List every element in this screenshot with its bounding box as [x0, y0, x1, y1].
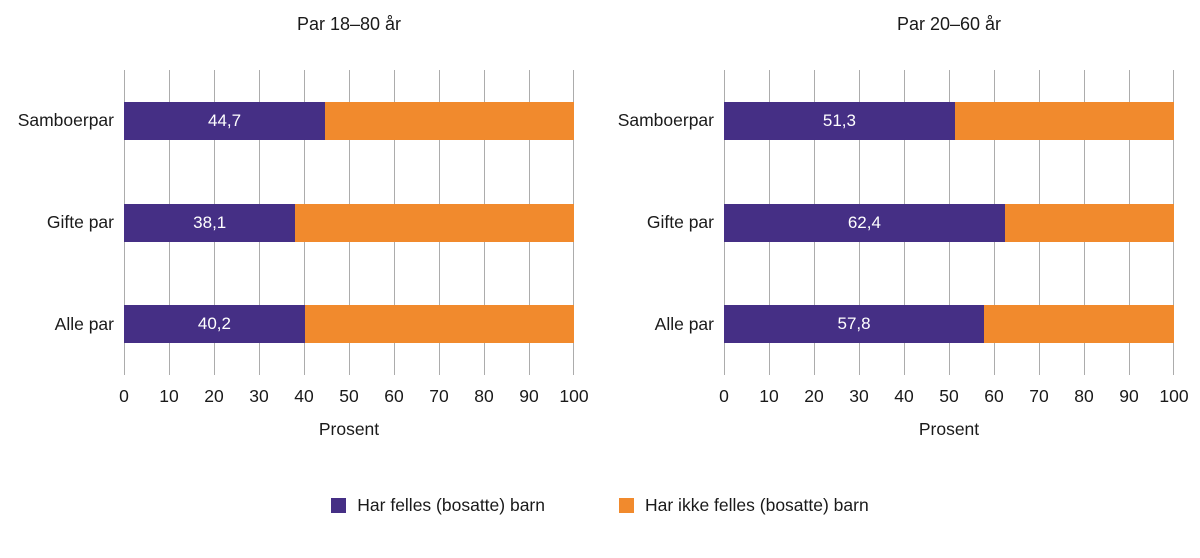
- plot-area: 44,7 38,1 40,2: [123, 70, 574, 375]
- legend-label: Har felles (bosatte) barn: [357, 495, 545, 515]
- x-tick-label: 40: [294, 386, 314, 406]
- legend-label: Har ikke felles (bosatte) barn: [645, 495, 869, 515]
- bar-segment-ikke-felles: [325, 101, 574, 140]
- x-tick-label: 80: [1074, 386, 1094, 406]
- chart-title: Par 20–60 år: [896, 14, 1002, 34]
- xlabel-spacer: [6, 413, 124, 443]
- x-tick-label: 30: [249, 386, 269, 406]
- bar-row: 40,2: [124, 273, 574, 375]
- category-label: Alle par: [54, 313, 114, 334]
- bar-segment-felles: 51,3: [724, 101, 955, 140]
- bar-segment-ikke-felles: [954, 101, 1174, 140]
- title-row: Par 20–60 år: [606, 2, 1174, 70]
- bar-value-label: 38,1: [193, 212, 227, 232]
- plot-row: Samboerpar Gifte par Alle par 44,7 38,1 40,2: [6, 70, 574, 375]
- x-tick-label: 50: [939, 386, 959, 406]
- bar-segment-ikke-felles: [304, 305, 574, 344]
- x-tick-label: 40: [894, 386, 914, 406]
- chart-title: Par 18–80 år: [296, 14, 402, 34]
- stacked-bar: 57,8: [724, 305, 1174, 344]
- bar-row: 38,1: [124, 172, 574, 274]
- x-axis-ticks: 0 10 20 30 40 50 60 70 80 90 100: [719, 375, 1188, 411]
- legend: Har felles (bosatte) barn Har ikke felle…: [0, 495, 1200, 516]
- x-tick-label: 0: [119, 386, 129, 406]
- x-tick-label: 60: [984, 386, 1004, 406]
- chart-par-18-80: Par 18–80 år Samboerpar Gifte par Alle par…: [0, 2, 600, 443]
- ticks-spacer: [606, 375, 724, 411]
- title-row: Par 18–80 år: [6, 2, 574, 70]
- x-tick-label: 60: [384, 386, 404, 406]
- xlabel-row: Prosent: [606, 413, 1174, 443]
- plot-row: Samboerpar Gifte par Alle par 51,3 62,4 57,8: [606, 70, 1174, 375]
- stacked-bar: 38,1: [124, 203, 574, 242]
- category-label: Samboerpar: [17, 110, 114, 131]
- bar-row: 51,3: [724, 70, 1174, 172]
- x-tick-label: 90: [519, 386, 539, 406]
- category-axis: Samboerpar Gifte par Alle par: [606, 70, 724, 375]
- x-tick-label: 20: [204, 386, 224, 406]
- bar-row: 57,8: [724, 273, 1174, 375]
- x-axis-label: Prosent: [918, 419, 980, 439]
- bar-value-label: 62,4: [847, 212, 881, 232]
- x-tick-label: 10: [159, 386, 179, 406]
- bar-segment-felles: 57,8: [724, 305, 985, 344]
- x-tick-label: 80: [474, 386, 494, 406]
- bar-row: 44,7: [124, 70, 574, 172]
- category-label: Gifte par: [646, 212, 714, 232]
- xlabel-spacer: [606, 413, 724, 443]
- legend-item-felles: Har felles (bosatte) barn: [331, 495, 545, 516]
- legend-swatch-purple: [331, 498, 347, 513]
- title-spacer: [6, 2, 124, 70]
- ticks-spacer: [6, 375, 124, 411]
- category-label: Alle par: [654, 313, 714, 334]
- ticks-row: 0 10 20 30 40 50 60 70 80 90 100: [606, 375, 1188, 411]
- bar-row: 62,4: [724, 172, 1174, 274]
- category-label: Gifte par: [46, 212, 114, 232]
- stacked-bar: 51,3: [724, 101, 1174, 140]
- bar-segment-felles: 38,1: [124, 203, 296, 242]
- bar-value-label: 40,2: [197, 314, 231, 334]
- xlabel-row: Prosent: [6, 413, 574, 443]
- bar-segment-felles: 62,4: [724, 203, 1005, 242]
- charts-container: Par 18–80 år Samboerpar Gifte par Alle par…: [0, 2, 1200, 443]
- category-label: Samboerpar: [617, 110, 714, 131]
- legend-item-ikke-felles: Har ikke felles (bosatte) barn: [619, 495, 869, 516]
- bar-value-label: 44,7: [208, 110, 242, 130]
- bar-segment-ikke-felles: [1004, 203, 1174, 242]
- ticks-row: 0 10 20 30 40 50 60 70 80 90 100: [6, 375, 588, 411]
- title-spacer: [606, 2, 724, 70]
- x-tick-label: 90: [1119, 386, 1139, 406]
- x-tick-label: 20: [804, 386, 824, 406]
- bar-segment-ikke-felles: [295, 203, 574, 242]
- x-tick-label: 30: [849, 386, 869, 406]
- bar-segment-felles: 40,2: [124, 305, 305, 344]
- x-tick-label: 50: [339, 386, 359, 406]
- x-tick-label: 100: [559, 386, 589, 406]
- bar-segment-ikke-felles: [984, 305, 1174, 344]
- bar-segment-felles: 44,7: [124, 101, 326, 140]
- bar-value-label: 51,3: [822, 110, 856, 130]
- x-tick-label: 0: [719, 386, 729, 406]
- stacked-bar: 62,4: [724, 203, 1174, 242]
- x-tick-label: 10: [759, 386, 779, 406]
- plot-area: 51,3 62,4 57,8: [723, 70, 1174, 375]
- category-axis: Samboerpar Gifte par Alle par: [6, 70, 124, 375]
- x-axis-label: Prosent: [318, 419, 380, 439]
- stacked-bar: 44,7: [124, 101, 574, 140]
- x-axis-ticks: 0 10 20 30 40 50 60 70 80 90 100: [119, 375, 588, 411]
- x-tick-label: 70: [1029, 386, 1049, 406]
- legend-swatch-orange: [619, 498, 634, 513]
- x-tick-label: 100: [1159, 386, 1189, 406]
- chart-par-20-60: Par 20–60 år Samboerpar Gifte par Alle par…: [600, 2, 1200, 443]
- bar-value-label: 57,8: [837, 314, 871, 334]
- stacked-bar: 40,2: [124, 305, 574, 344]
- x-tick-label: 70: [429, 386, 449, 406]
